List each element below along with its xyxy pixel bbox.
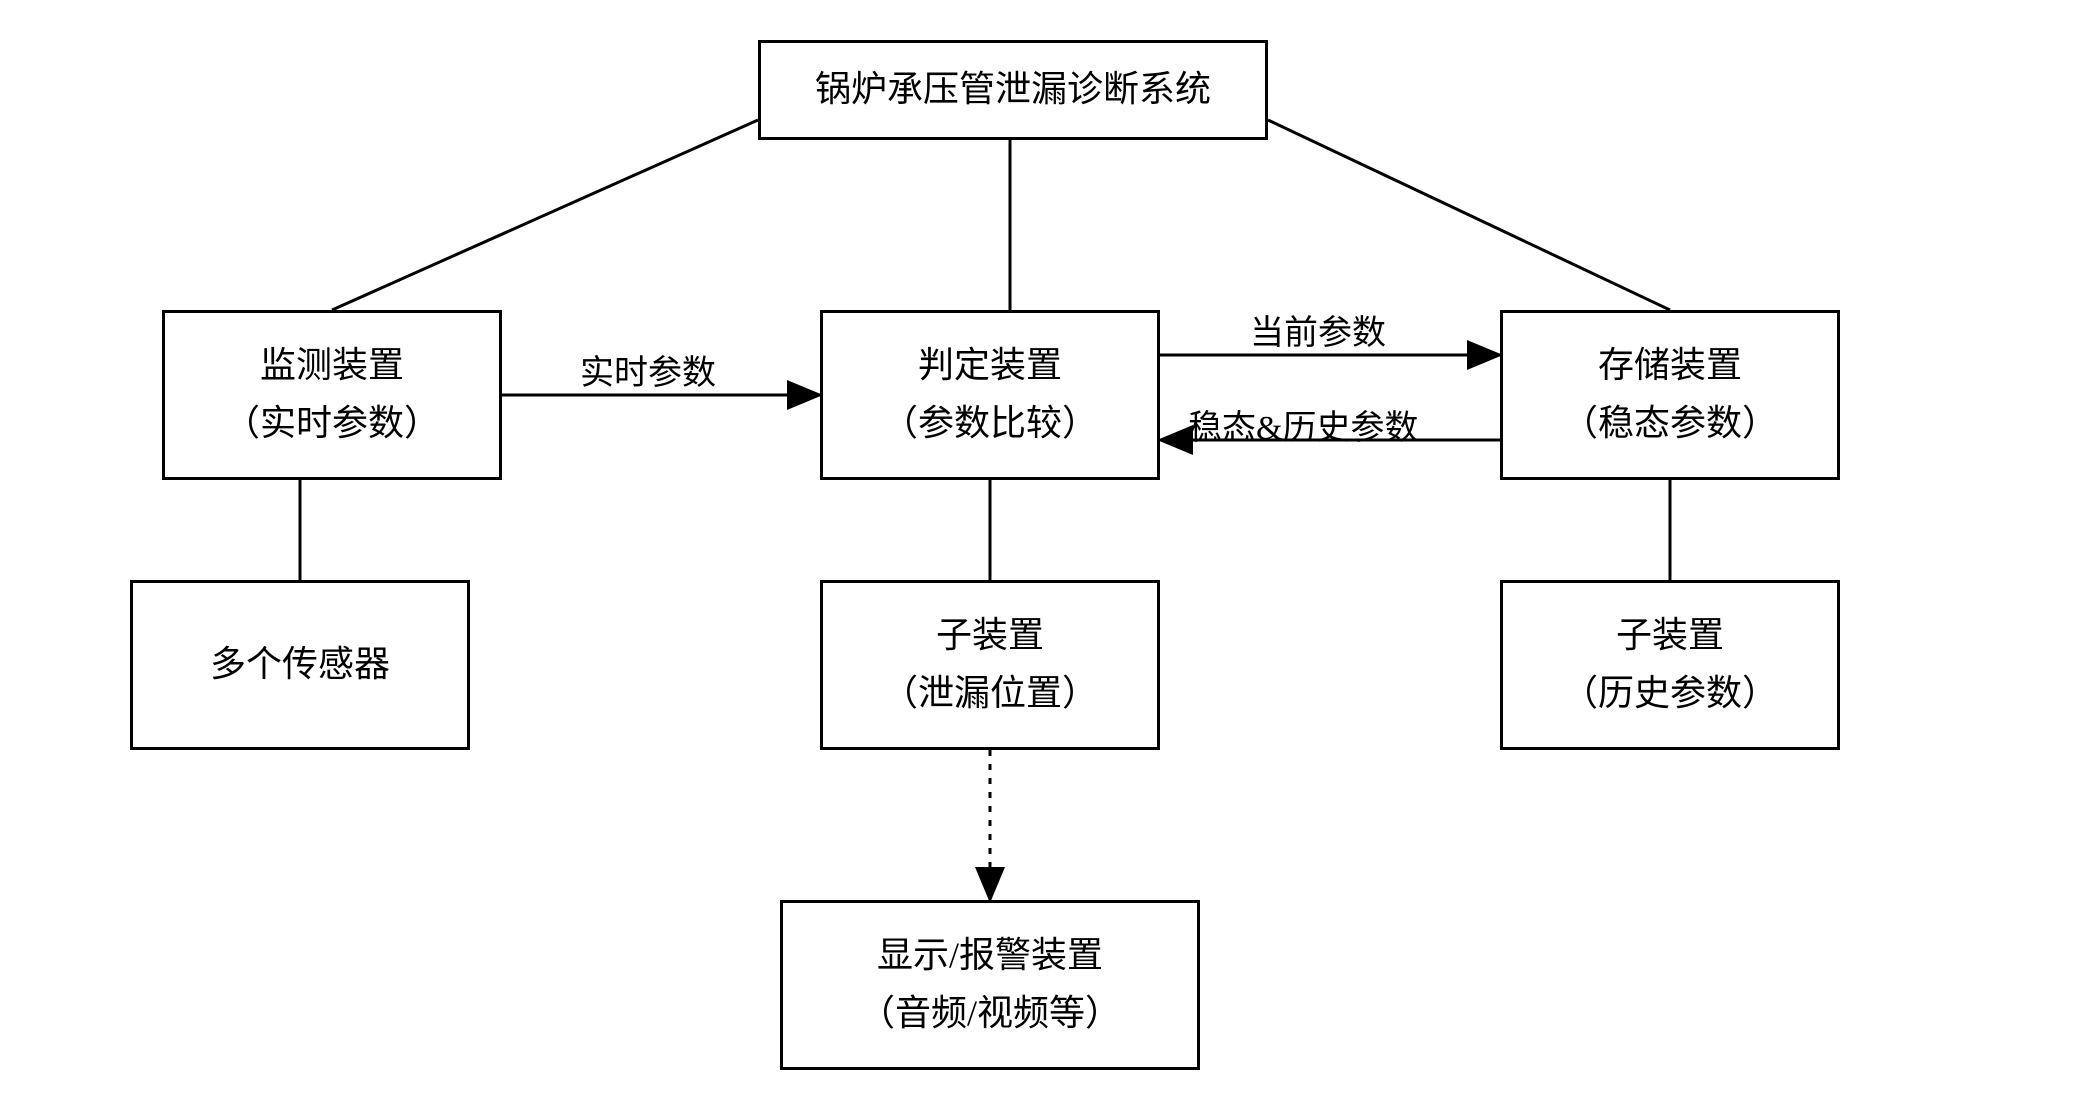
node-display: 显示/报警装置 （音频/视频等） xyxy=(780,900,1200,1070)
node-storage-sub: （稳态参数） xyxy=(1562,395,1778,453)
node-sub-leak: 子装置 （泄漏位置） xyxy=(820,580,1160,750)
node-root: 锅炉承压管泄漏诊断系统 xyxy=(758,40,1268,140)
node-monitor: 监测装置 （实时参数） xyxy=(162,310,502,480)
node-sub-history: 子装置 （历史参数） xyxy=(1500,580,1840,750)
node-monitor-title: 监测装置 xyxy=(260,337,404,395)
node-sub-history-sub: （历史参数） xyxy=(1562,665,1778,723)
node-monitor-sub: （实时参数） xyxy=(224,395,440,453)
node-storage: 存储装置 （稳态参数） xyxy=(1500,310,1840,480)
node-sensors: 多个传感器 xyxy=(130,580,470,750)
edge-label-current: 当前参数 xyxy=(1250,305,1386,354)
node-judge: 判定装置 （参数比较） xyxy=(820,310,1160,480)
node-display-sub: （音频/视频等） xyxy=(859,985,1121,1043)
node-storage-title: 存储装置 xyxy=(1598,337,1742,395)
node-sensors-label: 多个传感器 xyxy=(210,636,390,694)
edge-label-steady: 稳态&历史参数 xyxy=(1188,400,1418,449)
node-sub-leak-sub: （泄漏位置） xyxy=(882,665,1098,723)
node-judge-sub: （参数比较） xyxy=(882,395,1098,453)
node-judge-title: 判定装置 xyxy=(918,337,1062,395)
node-display-title: 显示/报警装置 xyxy=(877,927,1103,985)
node-sub-leak-title: 子装置 xyxy=(936,607,1044,665)
node-root-label: 锅炉承压管泄漏诊断系统 xyxy=(815,61,1211,119)
node-sub-history-title: 子装置 xyxy=(1616,607,1724,665)
edge-label-realtime: 实时参数 xyxy=(580,345,716,394)
